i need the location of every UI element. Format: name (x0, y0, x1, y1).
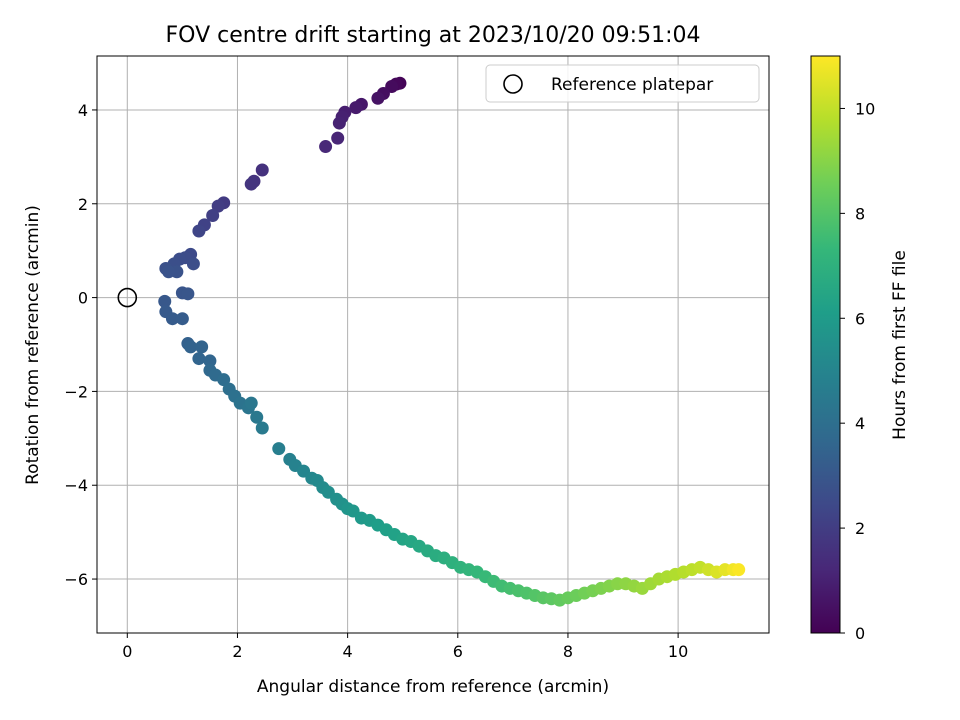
data-point (244, 177, 258, 191)
data-point (175, 312, 189, 326)
data-point (732, 563, 746, 577)
x-axis-label: Angular distance from reference (arcmin) (257, 677, 609, 697)
x-tick-label: 8 (563, 642, 573, 661)
data-point (192, 224, 206, 238)
data-point (162, 265, 176, 279)
y-tick-label: 4 (78, 101, 88, 120)
data-point (244, 396, 258, 410)
reference-platepar-marker (117, 287, 138, 308)
data-point (255, 163, 269, 177)
legend-reference-marker (503, 74, 523, 94)
data-point (195, 340, 209, 354)
colorbar (810, 55, 841, 634)
data-point (332, 116, 346, 130)
x-tick-label: 4 (343, 642, 353, 661)
chart-title: FOV centre drift starting at 2023/10/20 … (166, 23, 701, 48)
data-point (206, 208, 220, 222)
y-axis-label: Rotation from reference (arcmin) (23, 205, 43, 485)
y-tick-label: −4 (64, 476, 88, 495)
colorbar-tick-label: 6 (855, 309, 865, 328)
data-point (184, 340, 198, 354)
legend-box (485, 64, 760, 103)
grid-lines (97, 56, 769, 633)
data-point (217, 373, 231, 387)
data-point (211, 199, 225, 213)
y-tick-label: −6 (64, 570, 88, 589)
x-tick-label: 10 (668, 642, 688, 661)
x-tick-label: 6 (453, 642, 463, 661)
data-point (181, 287, 195, 301)
y-tick-label: −2 (64, 382, 88, 401)
data-point (250, 410, 264, 424)
data-point (203, 354, 217, 368)
colorbar-tick-label: 8 (855, 204, 865, 223)
x-axis-ticks: 0 2 4 6 8 10 (122, 633, 688, 661)
legend: Reference platepar (485, 64, 760, 103)
colorbar-tick-label: 4 (855, 414, 865, 433)
y-axis-ticks: −6 −4 −2 0 2 4 (64, 101, 97, 589)
colorbar-label: Hours from first FF file (890, 250, 910, 440)
data-points (158, 76, 746, 607)
data-point (255, 421, 269, 435)
data-point (158, 294, 172, 308)
x-tick-label: 2 (232, 642, 242, 661)
colorbar-ticks: 0 2 4 6 8 10 (840, 99, 875, 643)
data-point (319, 140, 333, 154)
data-point (272, 442, 286, 456)
colorbar-tick-label: 2 (855, 519, 865, 538)
data-point (371, 91, 385, 105)
y-tick-label: 0 (78, 289, 88, 308)
x-tick-label: 0 (122, 642, 132, 661)
legend-entry-reference: Reference platepar (551, 75, 713, 95)
y-tick-label: 2 (78, 195, 88, 214)
data-point (331, 131, 345, 145)
data-point (186, 257, 200, 271)
plot-frame (96, 55, 770, 634)
colorbar-tick-label: 10 (855, 99, 875, 118)
colorbar-tick-label: 0 (855, 624, 865, 643)
data-point (349, 101, 363, 115)
data-point (192, 352, 206, 366)
data-point (165, 312, 179, 326)
